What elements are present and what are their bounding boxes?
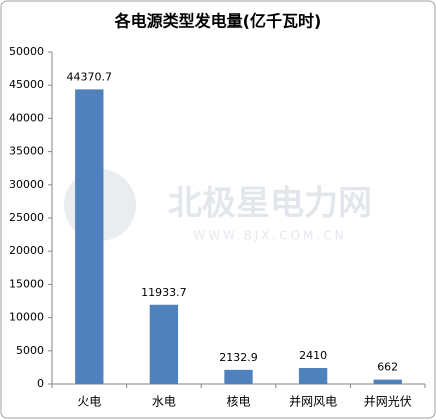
y-tick-label: 15000 (9, 277, 44, 290)
data-label: 2132.9 (219, 351, 258, 364)
chart-title: 各电源类型发电量(亿千瓦时) (114, 12, 322, 31)
x-tick-label: 核电 (226, 395, 250, 409)
data-label: 44370.7 (67, 70, 113, 83)
x-tick-label: 水电 (152, 395, 176, 409)
y-tick-label: 0 (37, 377, 44, 390)
x-tick-label: 并网风电 (289, 395, 337, 409)
y-tick-label: 45000 (9, 78, 44, 91)
y-tick-label: 20000 (9, 244, 44, 257)
y-tick-label: 25000 (9, 211, 44, 224)
data-label: 662 (377, 361, 398, 374)
x-tick-label: 并网光伏 (364, 395, 412, 409)
bar (298, 367, 328, 384)
bar (75, 89, 104, 385)
y-tick-label: 5000 (16, 344, 44, 357)
watermark-url: WWW.BJX.COM.CN (193, 229, 346, 243)
y-tick-label: 50000 (9, 45, 44, 58)
y-tick-label: 30000 (9, 178, 44, 191)
y-tick-label: 40000 (9, 111, 44, 124)
y-tick-label: 10000 (9, 311, 44, 324)
watermark-text: 北极星电力网 (168, 184, 372, 224)
bar (373, 379, 402, 384)
x-tick-label: 火电 (77, 395, 101, 409)
bar (224, 369, 253, 384)
y-tick-label: 35000 (9, 145, 44, 158)
bar (149, 304, 179, 384)
data-label: 11933.7 (141, 286, 187, 299)
data-label: 2410 (299, 349, 327, 362)
